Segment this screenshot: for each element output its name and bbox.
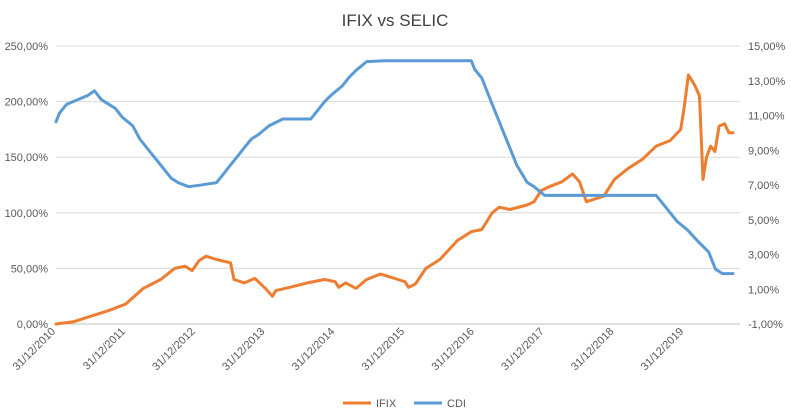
y-left-tick-label: 0,00%: [17, 319, 48, 331]
y-left-axis: 0,00% 50,00% 100,00% 150,00% 200,00% 250,00%: [5, 41, 49, 331]
y-right-tick-label: -1,00%: [748, 319, 783, 331]
series-layer: [54, 59, 735, 326]
legend: IFIX CDI: [343, 398, 466, 410]
y-right-tick-label: 3,00%: [748, 250, 779, 262]
y-right-tick-label: 1,00%: [748, 284, 779, 296]
chart-title: IFIX vs SELIC: [342, 11, 449, 30]
y-left-tick-label: 200,00%: [5, 97, 49, 109]
legend-label-cdi: CDI: [447, 398, 466, 410]
series-line-cdi: [54, 59, 735, 276]
y-right-axis: -1,00% 1,00% 3,00% 5,00% 7,00% 9,00% 11,00% 13,…: [748, 41, 786, 331]
y-left-tick-label: 150,00%: [5, 152, 49, 164]
y-right-tick-label: 5,00%: [748, 215, 779, 227]
legend-label-ifix: IFIX: [376, 398, 397, 410]
y-left-tick-label: 100,00%: [5, 208, 49, 220]
y-right-tick-label: 11,00%: [748, 111, 785, 123]
y-right-tick-label: 9,00%: [748, 145, 779, 157]
series-line-ifix: [54, 73, 735, 326]
y-right-tick-label: 7,00%: [748, 180, 779, 192]
y-right-tick-label: 15,00%: [748, 41, 786, 53]
y-left-tick-label: 250,00%: [5, 41, 49, 53]
y-left-tick-label: 50,00%: [11, 263, 49, 275]
y-right-tick-label: 13,00%: [748, 76, 786, 88]
